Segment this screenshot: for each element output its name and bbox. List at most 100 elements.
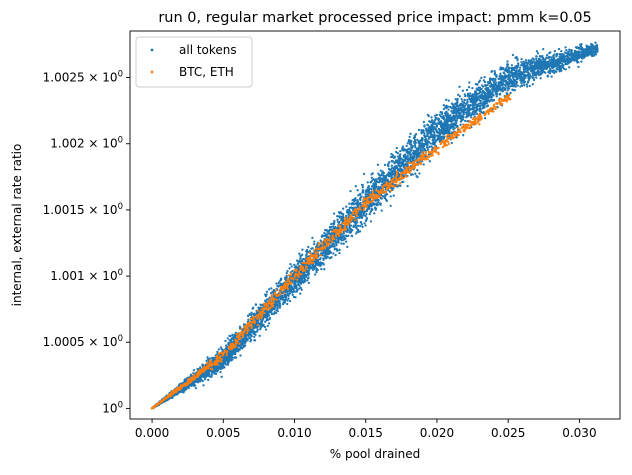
scatter-point (279, 282, 283, 286)
scatter-point (298, 252, 301, 255)
scatter-point (311, 247, 314, 250)
scatter-point (539, 77, 542, 80)
scatter-point (227, 341, 230, 345)
scatter-point (346, 245, 349, 249)
scatter-point (313, 265, 317, 268)
scatter-point (486, 81, 490, 84)
scatter-point (387, 189, 390, 192)
scatter-point (305, 250, 308, 253)
scatter-point (479, 104, 482, 107)
scatter-point (577, 65, 580, 69)
scatter-point (254, 303, 258, 306)
scatter-point (342, 242, 345, 245)
scatter-point (226, 337, 229, 340)
scatter-point (480, 95, 484, 98)
scatter-point (250, 311, 253, 314)
scatter-point (481, 103, 484, 106)
scatter-point (526, 64, 529, 67)
scatter-point (207, 378, 210, 382)
scatter-point (265, 290, 269, 293)
scatter-point (493, 69, 496, 73)
scatter-point (410, 147, 414, 150)
scatter-point (492, 87, 495, 90)
scatter-point (249, 340, 252, 343)
scatter-point (511, 74, 514, 78)
scatter-point (370, 173, 373, 176)
scatter-point (541, 56, 545, 60)
scatter-point (422, 120, 426, 124)
scatter-point (518, 66, 522, 69)
scatter-point (528, 84, 531, 88)
scatter-point (330, 256, 333, 259)
scatter-point (364, 219, 368, 223)
scatter-point (568, 66, 571, 69)
scatter-point (355, 232, 358, 235)
scatter-point (510, 84, 514, 87)
scatter-point (391, 171, 394, 174)
scatter-point (472, 107, 475, 111)
scatter-point (548, 68, 552, 71)
scatter-point (452, 116, 455, 119)
scatter-point (307, 273, 310, 277)
scatter-point (318, 258, 321, 261)
scatter-point (357, 194, 360, 197)
scatter-point (495, 95, 498, 98)
scatter-point (335, 243, 338, 247)
scatter-point (278, 304, 281, 307)
scatter-point (334, 239, 337, 242)
scatter-point (527, 59, 531, 63)
scatter-point (414, 145, 417, 149)
scatter-point (407, 157, 410, 160)
scatter-point (306, 277, 310, 280)
scatter-point (500, 80, 503, 83)
scatter-point (515, 67, 518, 70)
scatter-point (301, 248, 304, 251)
scatter-point (449, 114, 452, 117)
scatter-point (471, 93, 475, 96)
scatter-point (485, 87, 488, 91)
scatter-point (525, 61, 529, 64)
scatter-point (404, 153, 407, 156)
scatter-point (230, 356, 234, 359)
scatter-point (510, 70, 513, 73)
scatter-point (520, 57, 523, 61)
scatter-point (449, 119, 452, 123)
scatter-point (418, 148, 422, 151)
scatter-point (455, 107, 458, 111)
scatter-point (525, 67, 529, 70)
scatter-point (564, 46, 567, 49)
scatter-point (451, 105, 455, 108)
scatter-point (330, 228, 333, 231)
scatter-point (373, 212, 376, 215)
scatter-point (377, 172, 380, 175)
scatter-point (525, 83, 528, 86)
scatter-point (292, 288, 295, 292)
scatter-point (553, 49, 557, 53)
scatter-point (406, 142, 409, 145)
scatter-point (555, 67, 558, 70)
scatter-point (389, 204, 392, 208)
scatter-point (517, 62, 520, 65)
scatter-point (207, 372, 211, 376)
scatter-point (517, 73, 520, 76)
scatter-point (417, 128, 421, 132)
scatter-point (379, 203, 382, 206)
scatter-point (356, 216, 360, 219)
scatter-point (413, 144, 417, 147)
scatter-point (520, 60, 523, 64)
scatter-point (205, 359, 208, 363)
scatter-point (498, 84, 501, 87)
scatter-point (307, 281, 310, 285)
scatter-point (394, 150, 398, 154)
scatter-point (278, 306, 282, 309)
scatter-point (390, 164, 393, 167)
scatter-point (333, 244, 336, 248)
scatter-point (390, 187, 394, 190)
scatter-point (450, 141, 453, 145)
scatter-point (525, 85, 529, 88)
scatter-point (396, 155, 400, 158)
scatter-point (315, 270, 318, 274)
scatter-point (370, 207, 373, 211)
scatter-point (456, 117, 459, 120)
scatter-point (458, 95, 462, 98)
